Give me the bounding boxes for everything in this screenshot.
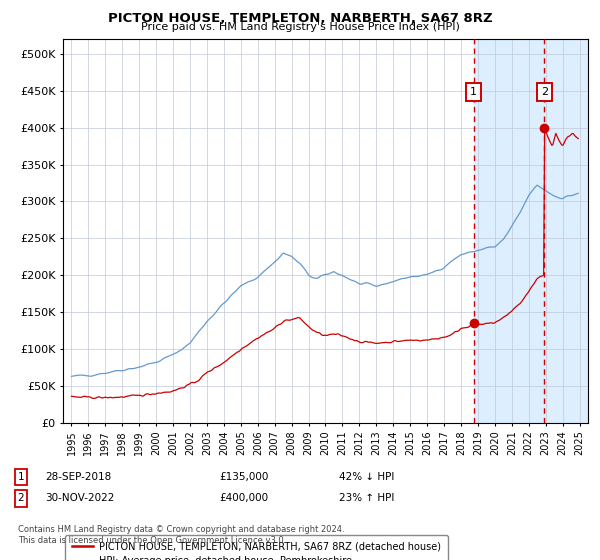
Bar <box>473 39 588 423</box>
Text: £135,000: £135,000 <box>219 472 268 482</box>
Text: 2: 2 <box>541 87 548 97</box>
Text: 1: 1 <box>17 472 25 482</box>
Text: 30-NOV-2022: 30-NOV-2022 <box>45 493 115 503</box>
Text: 23% ↑ HPI: 23% ↑ HPI <box>339 493 394 503</box>
Text: 1: 1 <box>470 87 477 97</box>
Text: £400,000: £400,000 <box>219 493 268 503</box>
Text: 2: 2 <box>17 493 25 503</box>
Text: Price paid vs. HM Land Registry's House Price Index (HPI): Price paid vs. HM Land Registry's House … <box>140 22 460 32</box>
Text: 42% ↓ HPI: 42% ↓ HPI <box>339 472 394 482</box>
Text: PICTON HOUSE, TEMPLETON, NARBERTH, SA67 8RZ: PICTON HOUSE, TEMPLETON, NARBERTH, SA67 … <box>107 12 493 25</box>
Legend: PICTON HOUSE, TEMPLETON, NARBERTH, SA67 8RZ (detached house), HPI: Average price: PICTON HOUSE, TEMPLETON, NARBERTH, SA67 … <box>65 535 448 560</box>
Text: Contains HM Land Registry data © Crown copyright and database right 2024.
This d: Contains HM Land Registry data © Crown c… <box>18 525 344 545</box>
Text: 28-SEP-2018: 28-SEP-2018 <box>45 472 111 482</box>
